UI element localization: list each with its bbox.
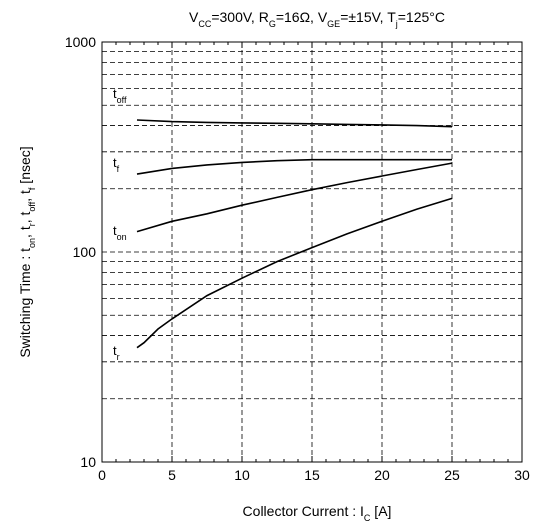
curve-label-tr: tr [113,343,120,362]
y-tick-label: 100 [73,244,97,260]
curve-label-tf: tf [113,155,120,174]
plot-frame [101,41,523,463]
curve-tf [136,158,452,175]
tick-labels: 0 5 10 15 20 25 30 10 100 1000 [65,34,530,483]
x-tick-label: 25 [444,467,460,483]
x-tick-label: 20 [374,467,390,483]
curve-labels: toff tf ton tr [113,86,127,362]
curve-ton [136,162,453,233]
x-axis-label: Collector Current : IC [A] [243,503,392,523]
x-tick-label: 30 [514,467,530,483]
curve-label-ton: ton [113,223,127,242]
x-tick-label: 15 [304,467,320,483]
curve-tr [136,197,453,349]
x-tick-label: 0 [98,467,106,483]
chart-title: VCC=300V, RG=16Ω, VGE=±15V, Tj=125°C [189,9,445,29]
grid-lines [102,42,522,462]
y-axis-label: Switching Time : ton, tr, toff, tf [nsec… [17,146,37,357]
x-tick-label: 5 [168,467,176,483]
x-tick-label: 10 [234,467,250,483]
curve-label-toff: toff [113,86,127,105]
y-tick-label: 10 [80,454,96,470]
y-tick-label: 1000 [65,34,96,50]
curve-toff [136,119,453,128]
curves [136,119,453,349]
